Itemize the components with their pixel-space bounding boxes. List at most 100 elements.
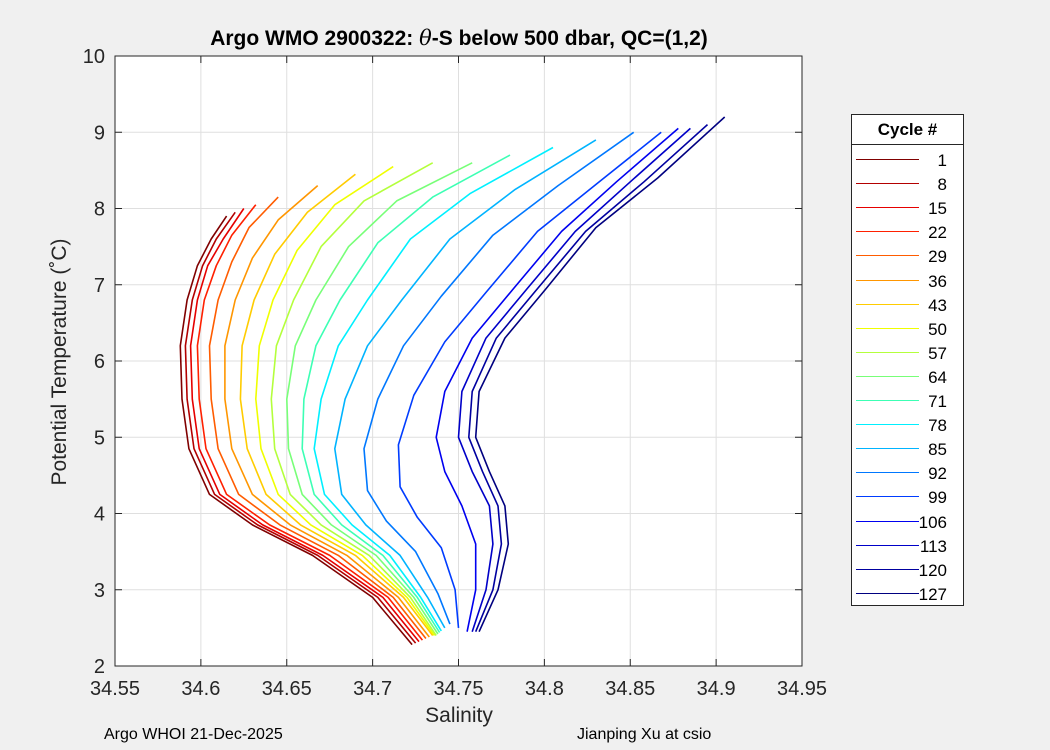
series-line-11 xyxy=(301,154,511,633)
legend-swatch xyxy=(856,231,919,233)
legend-item: 78 xyxy=(852,413,963,437)
legend: Cycle # 1 8 15 22 29 36 43 50 57 64 71 78 85 92 99 106 1… xyxy=(851,114,964,606)
legend-swatch xyxy=(856,255,919,257)
y-tick-label: 10 xyxy=(83,46,105,68)
series-line-2 xyxy=(184,211,417,644)
legend-item: 92 xyxy=(852,461,963,485)
series-line-10 xyxy=(285,162,473,635)
legend-item: 36 xyxy=(852,269,963,293)
legend-label: 1 xyxy=(937,151,947,170)
legend-item: 1 xyxy=(852,148,963,172)
legend-label: 43 xyxy=(928,295,947,315)
series-line-15 xyxy=(397,131,662,628)
y-axis-label: Potential Temperature (˚C) xyxy=(48,238,71,486)
legend-label: 113 xyxy=(919,536,947,556)
legend-item: 127 xyxy=(852,582,963,606)
legend-swatch xyxy=(856,520,919,522)
legend-label: 22 xyxy=(928,223,947,243)
x-tick-label: 34.8 xyxy=(525,678,564,700)
series-line-13 xyxy=(333,139,597,629)
legend-item: 43 xyxy=(852,293,963,317)
legend-item: 99 xyxy=(852,485,963,509)
x-tick-label: 34.75 xyxy=(433,678,483,700)
x-tick-label: 34.65 xyxy=(262,678,312,700)
legend-label: 106 xyxy=(918,512,947,532)
series-line-16 xyxy=(435,127,679,632)
legend-item: 85 xyxy=(852,437,963,461)
legend-swatch xyxy=(856,375,919,377)
legend-swatch xyxy=(856,472,919,474)
legend-item: 8 xyxy=(852,172,963,196)
x-axis-label: Salinity xyxy=(425,704,493,727)
legend-swatch xyxy=(856,351,919,353)
legend-swatch xyxy=(856,183,919,185)
series-line-1 xyxy=(179,215,413,646)
legend-label: 8 xyxy=(937,175,947,195)
legend-swatch xyxy=(856,207,919,209)
legend-label: 78 xyxy=(928,416,947,436)
legend-swatch xyxy=(856,544,919,546)
legend-item: 120 xyxy=(852,558,963,582)
series-line-4 xyxy=(196,204,424,641)
series-line-14 xyxy=(363,131,635,625)
y-tick-label: 4 xyxy=(94,504,105,526)
series-line-19 xyxy=(474,116,726,633)
legend-label: 36 xyxy=(928,271,947,291)
series-line-7 xyxy=(239,173,434,636)
legend-swatch xyxy=(856,424,919,426)
legend-label: 92 xyxy=(928,464,947,484)
series-line-5 xyxy=(208,196,427,639)
y-tick-label: 2 xyxy=(94,656,105,678)
legend-label: 64 xyxy=(928,367,947,387)
legend-swatch xyxy=(856,448,919,450)
legend-swatch xyxy=(856,327,919,329)
legend-swatch xyxy=(856,303,919,305)
x-tick-label: 34.6 xyxy=(181,678,220,700)
chart-title: Argo WMO 2900322: θ-S below 500 dbar, QC… xyxy=(210,26,708,50)
legend-item: 57 xyxy=(852,341,963,365)
y-tick-label: 5 xyxy=(94,427,105,449)
legend-item: 113 xyxy=(852,534,963,558)
series-layer xyxy=(179,116,726,646)
legend-item: 64 xyxy=(852,365,963,389)
legend-label: 15 xyxy=(928,199,947,219)
series-line-17 xyxy=(457,127,691,632)
legend-swatch xyxy=(856,496,919,498)
y-tick-label: 7 xyxy=(94,275,105,297)
legend-swatch xyxy=(856,159,919,160)
legend-swatch xyxy=(856,568,919,570)
legend-swatch xyxy=(856,400,919,401)
series-line-12 xyxy=(313,146,554,632)
legend-item: 71 xyxy=(852,389,963,413)
legend-label: 50 xyxy=(928,319,947,339)
legend-label: 57 xyxy=(928,343,947,363)
legend-label: 127 xyxy=(918,584,947,604)
x-tick-label: 34.95 xyxy=(777,678,827,700)
legend-label: 120 xyxy=(918,560,947,580)
tick-marks xyxy=(114,55,803,667)
y-tick-label: 6 xyxy=(94,351,105,373)
series-line-3 xyxy=(189,208,420,643)
legend-swatch xyxy=(856,279,919,281)
x-tick-label: 34.7 xyxy=(353,678,392,700)
footer-author: Jianping Xu at csio xyxy=(577,726,712,743)
x-tick-label: 34.55 xyxy=(90,678,140,700)
series-line-8 xyxy=(255,165,436,636)
y-tick-label: 3 xyxy=(94,580,105,602)
series-line-6 xyxy=(224,184,430,638)
series-line-18 xyxy=(467,124,709,633)
legend-label: 29 xyxy=(928,247,947,267)
legend-item: 106 xyxy=(852,510,963,534)
x-tick-label: 34.85 xyxy=(605,678,655,700)
y-tick-label: 9 xyxy=(94,122,105,144)
legend-label: 99 xyxy=(928,488,947,508)
legend-label: 85 xyxy=(928,440,947,460)
legend-item: 22 xyxy=(852,220,963,244)
legend-item: 50 xyxy=(852,317,963,341)
y-tick-label: 8 xyxy=(94,199,105,221)
tick-labels: 34.55 34.6 34.65 34.7 34.75 34.8 34.85 34.9 34.9… xyxy=(83,46,827,700)
legend-item: 15 xyxy=(852,196,963,220)
x-tick-label: 34.9 xyxy=(697,678,736,700)
legend-title: Cycle # xyxy=(852,115,963,145)
